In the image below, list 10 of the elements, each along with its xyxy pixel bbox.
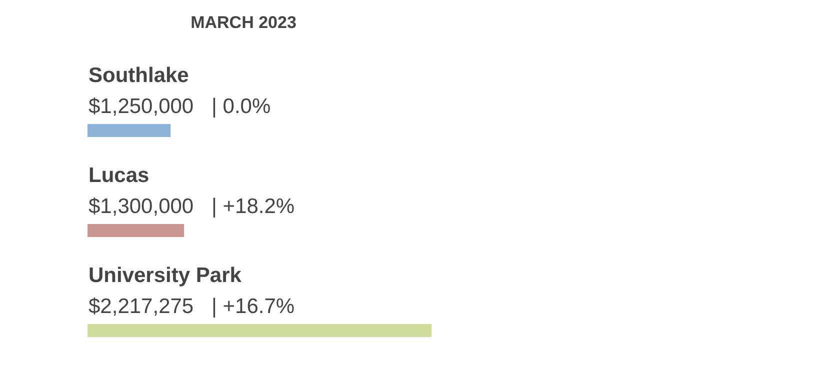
annotation: | +16.7% [212,295,295,318]
y-tick-label: University Park [88,264,242,287]
data-label: $1,250,000 [88,95,194,118]
annotation: | 0.0% [212,95,271,118]
data-label: $1,300,000 [88,195,194,218]
data-label: $2,217,275 [88,295,194,318]
y-tick-label: Southlake [88,64,189,87]
text: MARCH 2023 [190,13,296,32]
annotation: | +18.2% [212,195,295,218]
y-tick-label: Lucas [88,164,150,187]
